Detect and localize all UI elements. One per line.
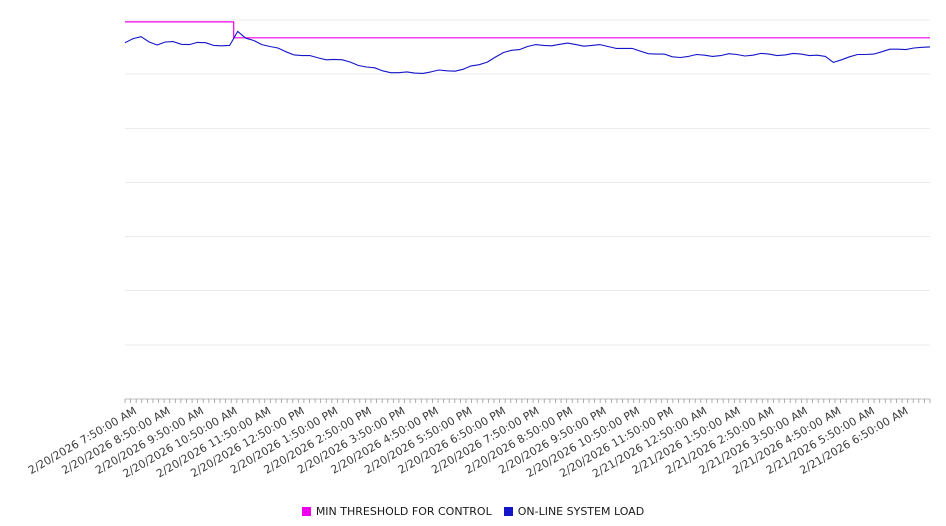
legend-swatch-min-threshold-icon xyxy=(301,507,311,516)
series-system-load-line xyxy=(124,30,931,74)
legend-label-system-load: ON-LINE SYSTEM LOAD xyxy=(517,505,645,518)
series-min-threshold-line xyxy=(125,21,930,39)
legend-swatch-system-load-icon xyxy=(503,507,513,516)
legend-item-min-threshold: MIN THRESHOLD FOR CONTROL xyxy=(301,505,492,518)
legend-label-min-threshold: MIN THRESHOLD FOR CONTROL xyxy=(315,505,492,518)
line-chart: 2/20/2026 7:50:00 AM2/20/2026 8:50:00 AM… xyxy=(26,19,931,481)
chart-legend: MIN THRESHOLD FOR CONTROL ON-LINE SYSTEM… xyxy=(0,505,946,518)
legend-item-system-load: ON-LINE SYSTEM LOAD xyxy=(503,505,645,518)
